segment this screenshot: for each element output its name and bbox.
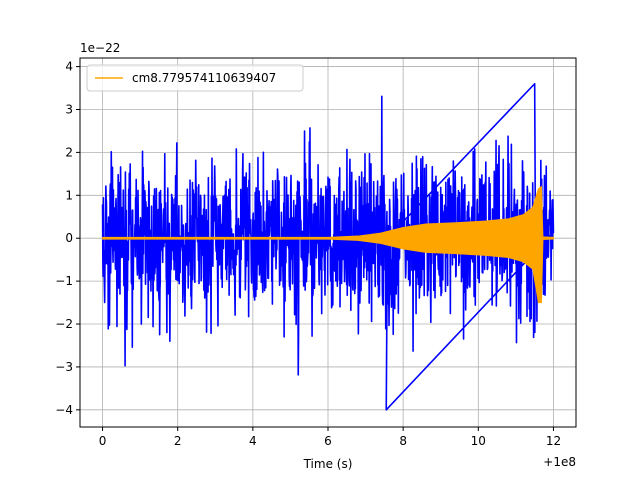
y-tick-label: 0	[65, 231, 73, 245]
y-tick-label: −3	[55, 360, 73, 374]
x-axis-label: Time (s)	[303, 457, 353, 471]
y-axis: −4 −3 −2 −1 0 1 2 3 4	[55, 60, 80, 417]
x-tick-label: 12	[546, 434, 561, 448]
x-tick-label: 0	[99, 434, 107, 448]
legend-entry-label: cm8.779574110639407	[132, 71, 276, 85]
x-axis: 0 2 4 6 8 10 12	[99, 427, 561, 448]
legend-box	[86, 64, 304, 92]
x-offset-label: +1e8	[543, 455, 576, 469]
y-tick-label: 1	[65, 188, 73, 202]
legend: cm8.779574110639407	[86, 64, 304, 92]
series-line-strain	[101, 82, 555, 411]
series-layer	[101, 82, 555, 411]
x-tick-label: 10	[471, 434, 486, 448]
y-tick-label: −1	[55, 274, 73, 288]
y-tick-label: 4	[65, 60, 73, 74]
x-tick-label: 8	[399, 434, 407, 448]
y-tick-label: 3	[65, 102, 73, 116]
y-tick-label: −4	[55, 403, 73, 417]
x-tick-label: 2	[174, 434, 182, 448]
x-tick-label: 6	[324, 434, 332, 448]
y-tick-label: −2	[55, 317, 73, 331]
y-tick-label: 2	[65, 145, 73, 159]
y-scale-label: 1e−22	[80, 41, 120, 55]
x-tick-label: 4	[249, 434, 257, 448]
